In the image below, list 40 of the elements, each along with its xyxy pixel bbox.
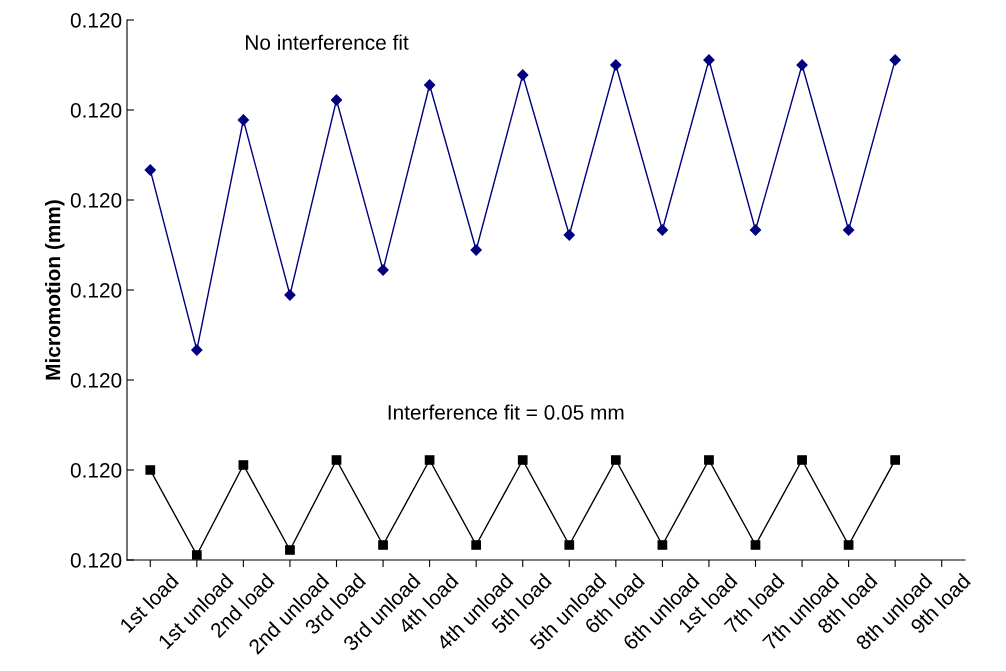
point — [424, 79, 436, 91]
point — [564, 540, 575, 550]
point — [238, 460, 249, 470]
point — [750, 540, 761, 550]
text: 0.120 — [70, 103, 122, 118]
point — [471, 540, 482, 550]
point — [889, 54, 901, 66]
point — [145, 465, 156, 475]
point — [563, 229, 575, 241]
point — [610, 455, 621, 465]
text: 0.120 — [70, 553, 122, 568]
point — [191, 344, 203, 356]
point — [191, 550, 202, 560]
point — [331, 455, 342, 465]
point — [797, 455, 807, 465]
point — [378, 540, 388, 550]
point — [704, 455, 714, 465]
point — [843, 224, 855, 236]
text: 0.120 — [70, 373, 122, 388]
point — [657, 540, 668, 550]
point — [285, 545, 295, 555]
point — [144, 164, 156, 176]
point — [749, 224, 762, 236]
text: No interference fit — [246, 34, 409, 50]
point — [517, 455, 528, 465]
text: 0.120 — [70, 463, 122, 478]
annotation: Interference fit = 0.05 mm — [388, 404, 624, 420]
y-axis-title: Micromotion (mm) — [45, 200, 65, 380]
point — [890, 455, 901, 465]
text: 0.120 — [70, 193, 122, 208]
point — [330, 94, 343, 106]
point — [610, 59, 622, 71]
point — [424, 455, 435, 465]
point — [843, 540, 854, 550]
point — [470, 244, 482, 256]
point — [237, 114, 249, 126]
text: 0.120 — [70, 13, 122, 28]
text: 0.120 — [70, 283, 122, 298]
point — [656, 224, 668, 236]
point — [517, 69, 529, 81]
